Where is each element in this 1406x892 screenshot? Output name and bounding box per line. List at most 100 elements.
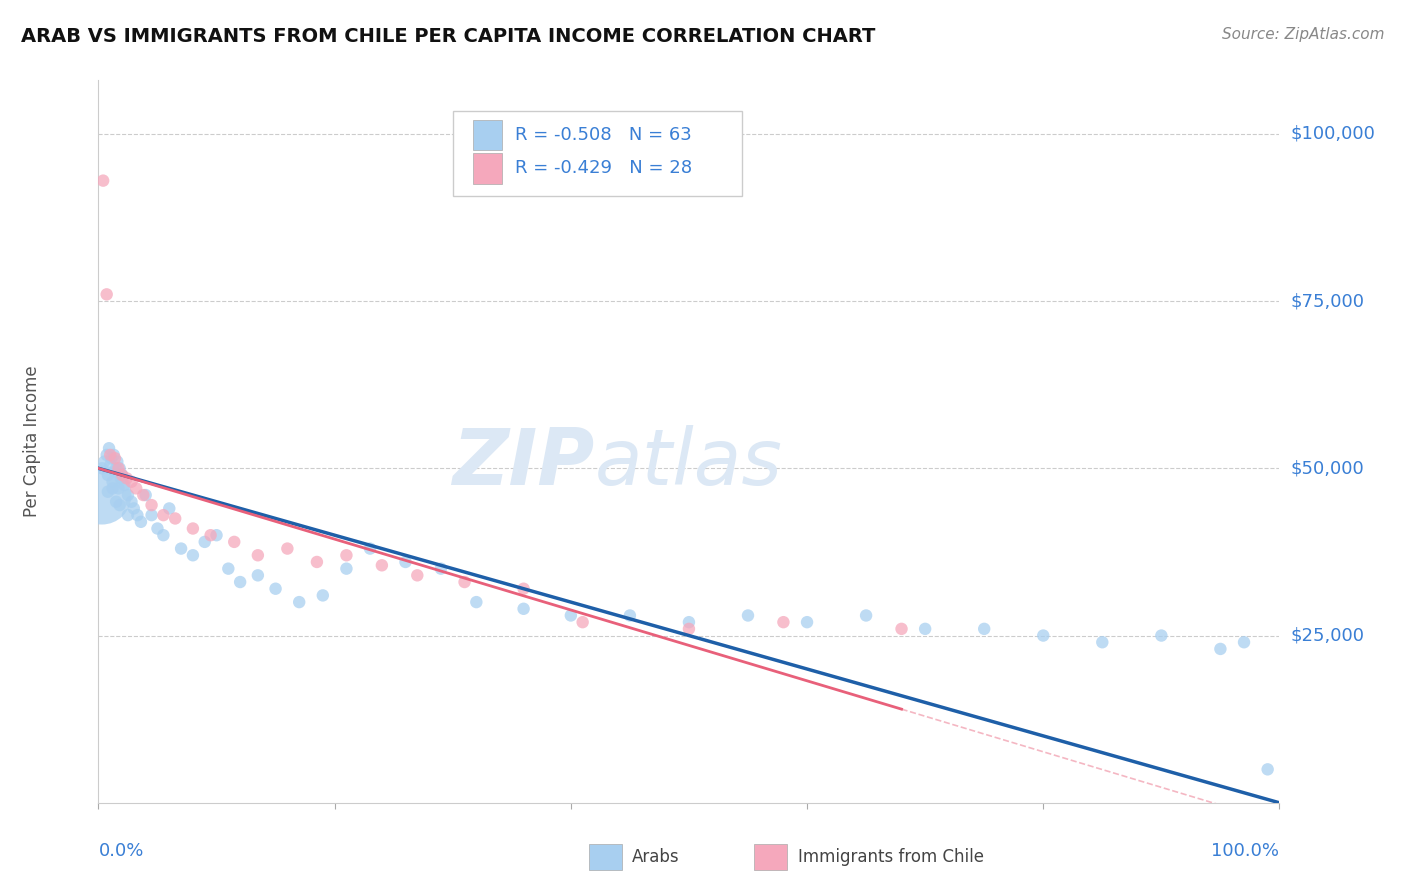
- Text: Arabs: Arabs: [633, 848, 681, 866]
- Point: [97, 467, 120, 482]
- Point: [335, 548, 357, 563]
- Point: [96, 287, 118, 301]
- Point: [796, 615, 818, 630]
- Point: [96, 448, 118, 462]
- Point: [152, 528, 174, 542]
- FancyBboxPatch shape: [453, 111, 742, 196]
- Point: [105, 461, 128, 475]
- Text: R = -0.508   N = 63: R = -0.508 N = 63: [516, 126, 692, 145]
- FancyBboxPatch shape: [472, 120, 502, 151]
- Point: [127, 508, 149, 523]
- Point: [141, 508, 163, 523]
- Point: [359, 541, 381, 556]
- Text: atlas: atlas: [595, 425, 782, 501]
- Text: $100,000: $100,000: [1291, 125, 1375, 143]
- Point: [1233, 635, 1256, 649]
- Point: [855, 608, 877, 623]
- Point: [105, 454, 128, 469]
- Point: [115, 471, 138, 485]
- Point: [512, 602, 534, 616]
- Point: [117, 508, 139, 523]
- Point: [246, 568, 269, 582]
- Point: [97, 484, 120, 499]
- Point: [973, 622, 995, 636]
- Point: [121, 475, 143, 489]
- Point: [103, 448, 125, 462]
- Text: ZIP: ZIP: [453, 425, 595, 501]
- Point: [104, 465, 127, 479]
- Point: [1150, 628, 1173, 642]
- Point: [135, 488, 157, 502]
- FancyBboxPatch shape: [589, 844, 621, 870]
- Text: 0.0%: 0.0%: [98, 842, 143, 860]
- Point: [98, 441, 121, 455]
- Point: [108, 498, 131, 512]
- Point: [217, 562, 239, 576]
- Point: [335, 562, 357, 576]
- Point: [117, 488, 139, 502]
- Point: [107, 461, 129, 475]
- Point: [914, 622, 936, 636]
- Point: [512, 582, 534, 596]
- Point: [91, 461, 114, 475]
- Point: [105, 494, 128, 508]
- Point: [1091, 635, 1114, 649]
- Point: [100, 451, 122, 466]
- Point: [312, 589, 335, 603]
- Point: [129, 515, 152, 529]
- Text: Per Capita Income: Per Capita Income: [22, 366, 41, 517]
- Point: [453, 575, 475, 590]
- Point: [1209, 642, 1232, 657]
- Point: [200, 528, 222, 542]
- Text: Source: ZipAtlas.com: Source: ZipAtlas.com: [1222, 27, 1385, 42]
- Point: [406, 568, 429, 582]
- Point: [112, 478, 135, 492]
- FancyBboxPatch shape: [754, 844, 787, 870]
- Point: [165, 511, 187, 525]
- Point: [181, 521, 204, 535]
- Point: [93, 454, 115, 469]
- Point: [205, 528, 228, 542]
- Point: [224, 534, 246, 549]
- Point: [152, 508, 174, 523]
- Point: [146, 521, 169, 535]
- Point: [246, 548, 269, 563]
- Point: [141, 498, 163, 512]
- Point: [111, 467, 134, 482]
- Point: [121, 494, 143, 508]
- Text: $25,000: $25,000: [1291, 626, 1365, 645]
- Point: [108, 461, 131, 475]
- Point: [111, 467, 134, 482]
- Point: [1257, 762, 1279, 776]
- Point: [107, 482, 129, 496]
- Text: $50,000: $50,000: [1291, 459, 1364, 477]
- Text: 100.0%: 100.0%: [1212, 842, 1279, 860]
- Point: [91, 173, 114, 188]
- Point: [264, 582, 287, 596]
- Point: [157, 501, 180, 516]
- Point: [229, 575, 252, 590]
- Point: [571, 615, 593, 630]
- Point: [560, 608, 582, 623]
- Point: [125, 482, 148, 496]
- Point: [276, 541, 298, 556]
- Point: [181, 548, 204, 563]
- Point: [122, 501, 145, 516]
- Point: [737, 608, 759, 623]
- Point: [101, 475, 124, 489]
- Point: [619, 608, 641, 623]
- Text: ARAB VS IMMIGRANTS FROM CHILE PER CAPITA INCOME CORRELATION CHART: ARAB VS IMMIGRANTS FROM CHILE PER CAPITA…: [21, 27, 876, 45]
- Point: [678, 622, 700, 636]
- FancyBboxPatch shape: [472, 153, 502, 184]
- Point: [91, 488, 114, 502]
- Point: [98, 448, 121, 462]
- Text: Immigrants from Chile: Immigrants from Chile: [797, 848, 984, 866]
- Point: [772, 615, 794, 630]
- Point: [430, 562, 453, 576]
- Point: [194, 534, 217, 549]
- Point: [98, 458, 121, 472]
- Point: [110, 471, 132, 485]
- Point: [288, 595, 311, 609]
- Point: [465, 595, 488, 609]
- Point: [132, 488, 155, 502]
